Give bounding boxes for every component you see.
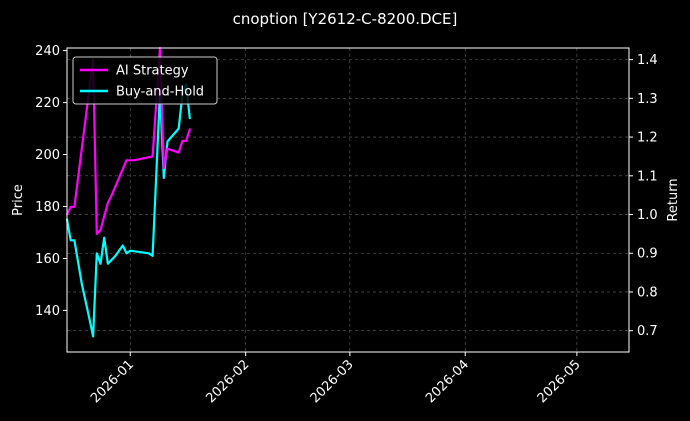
y-right-tick-label: 0.7 <box>637 324 658 339</box>
plot-area-frame <box>66 47 630 353</box>
legend-label-ai-strategy: AI Strategy <box>116 64 189 79</box>
y-right-tick-label: 1.2 <box>637 131 658 146</box>
y-axis-left-label: Price <box>11 184 26 216</box>
y-right-tick-label: 1.4 <box>637 53 658 68</box>
y-left-tick-label: 180 <box>35 200 60 215</box>
series-line-buy-and-hold <box>65 83 191 338</box>
y-axis-left: 140 160 180 200 220 240 <box>35 44 67 319</box>
y-right-tick-label: 1.0 <box>637 208 658 223</box>
y-right-tick-label: 0.8 <box>637 285 658 300</box>
y-left-tick-label: 220 <box>35 96 60 111</box>
y-right-tick-label: 0.9 <box>637 247 658 262</box>
y-left-tick-label: 160 <box>35 252 60 267</box>
y-left-tick-label: 200 <box>35 148 60 163</box>
y-left-tick-label: 240 <box>35 44 60 59</box>
chart-title: cnoption [Y2612-C-8200.DCE] <box>233 10 458 28</box>
y-axis-right: 0.7 0.8 0.9 1.0 1.1 1.2 1.3 1.4 <box>629 53 658 339</box>
y-right-tick-label: 1.3 <box>637 92 658 107</box>
legend: AI Strategy Buy-and-Hold <box>72 56 218 105</box>
y-left-tick-label: 140 <box>35 304 60 319</box>
legend-box <box>72 56 218 105</box>
y-right-tick-label: 1.1 <box>637 169 658 184</box>
grid <box>67 48 629 352</box>
legend-label-buy-and-hold: Buy-and-Hold <box>116 85 204 100</box>
y-axis-right-label: Return <box>666 178 681 221</box>
